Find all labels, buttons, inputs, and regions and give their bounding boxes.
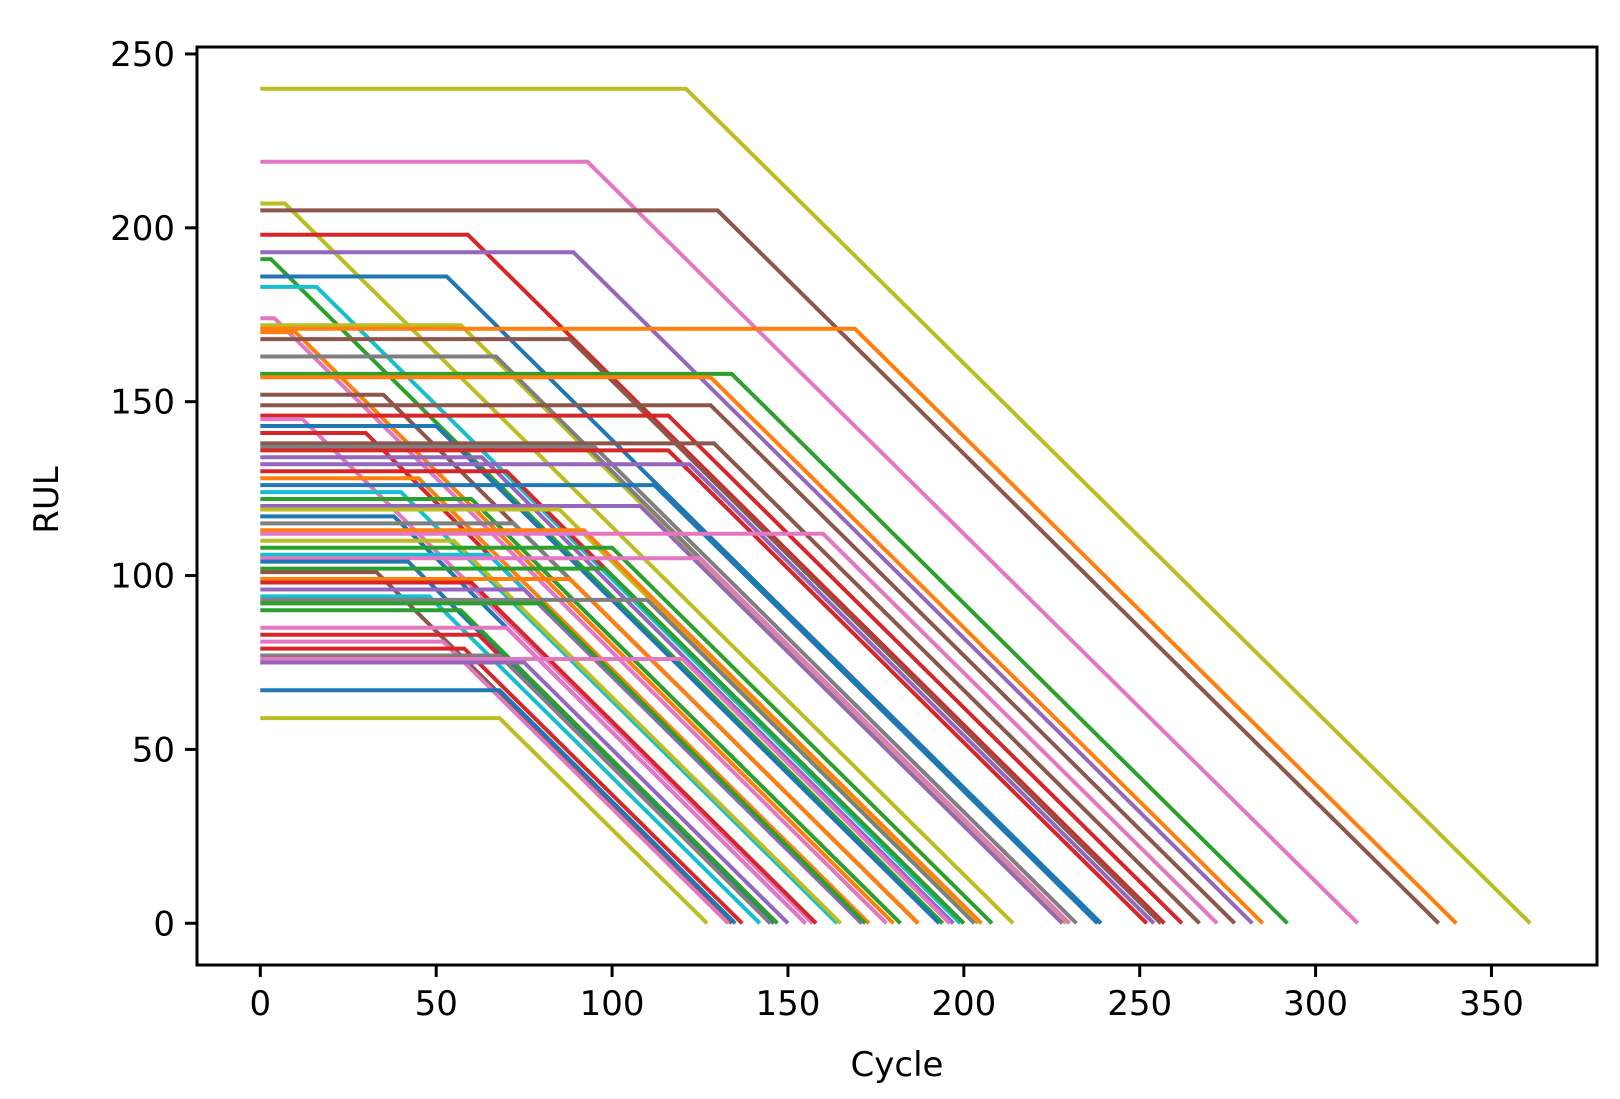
series-line-39: [260, 531, 1219, 925]
series-line-58: [260, 653, 772, 925]
series-line-45: [260, 566, 966, 925]
series-line-46: [260, 570, 734, 925]
series-line-13: [260, 330, 895, 925]
y-tick-label: 100: [110, 557, 175, 597]
series-line-47: [260, 577, 920, 925]
series-line-21: [260, 417, 815, 925]
series-line-32: [260, 490, 839, 925]
series-line-30: [260, 476, 871, 925]
series-line-20: [260, 413, 1184, 925]
plot-area-frame: [195, 45, 1599, 967]
series-line-26: [260, 448, 1149, 925]
series-line-53: [260, 608, 779, 925]
series-line-8: [260, 274, 1103, 925]
series-line-24: [260, 441, 1201, 925]
series-line-1: [260, 86, 1532, 925]
series-line-28: [260, 462, 1156, 925]
series-line-35: [260, 507, 980, 925]
series-line-14: [260, 337, 1163, 925]
series-line-5: [260, 232, 1166, 925]
y-tick-label: 250: [110, 35, 175, 75]
series-line-17: [260, 375, 1265, 925]
x-tick-label: 250: [1107, 984, 1172, 1024]
series-line-54: [260, 625, 807, 925]
x-tick-label: 350: [1459, 984, 1524, 1024]
series-line-11: [260, 323, 1068, 925]
series-line-10: [260, 316, 888, 925]
series-line-57: [260, 646, 744, 925]
series-line-38: [260, 528, 983, 925]
y-tick-label: 50: [132, 730, 175, 770]
x-tick-label: 200: [931, 984, 996, 1024]
series-line-52: [260, 601, 867, 925]
series-line-51: [260, 597, 976, 925]
series-layer: [260, 86, 1532, 925]
x-tick-label: 0: [249, 984, 271, 1024]
series-line-22: [260, 424, 941, 925]
y-tick-label: 150: [110, 383, 175, 423]
series-line-16: [260, 371, 1289, 925]
series-line-6: [260, 250, 1254, 925]
series-line-40: [260, 538, 843, 925]
series-line-48: [260, 580, 818, 925]
y-axis-ticks: 0 50 100 150 200 250: [110, 35, 197, 944]
series-line-4: [260, 208, 1441, 925]
series-line-44: [260, 559, 776, 925]
series-line-43: [260, 556, 1071, 925]
x-tick-label: 100: [580, 984, 645, 1024]
series-line-62: [260, 716, 709, 925]
series-line-50: [260, 594, 762, 925]
series-line-59: [260, 657, 952, 925]
series-line-25: [260, 444, 1078, 925]
x-tick-label: 300: [1283, 984, 1348, 1024]
x-tick-label: 150: [756, 984, 821, 1024]
series-line-27: [260, 455, 955, 925]
series-line-31: [260, 483, 1099, 925]
series-line-61: [260, 688, 737, 925]
series-line-41: [260, 545, 994, 925]
x-axis-ticks: 0 50 100 150 200 250 300 350: [249, 965, 1524, 1024]
y-tick-label: 200: [110, 209, 175, 249]
series-line-60: [260, 660, 790, 925]
y-axis-title: RUL: [27, 466, 67, 534]
x-tick-label: 50: [415, 984, 458, 1024]
y-tick-label: 0: [153, 904, 175, 944]
series-line-7: [260, 257, 945, 925]
series-line-34: [260, 504, 1064, 925]
series-line-33: [260, 497, 902, 925]
series-line-19: [260, 403, 1237, 925]
series-line-9: [260, 284, 962, 925]
series-line-49: [260, 587, 864, 925]
x-axis-title: Cycle: [851, 1045, 944, 1085]
series-line-12: [260, 326, 1458, 925]
series-line-2: [260, 159, 1360, 925]
series-line-56: [260, 639, 730, 925]
series-line-3: [260, 201, 1015, 925]
